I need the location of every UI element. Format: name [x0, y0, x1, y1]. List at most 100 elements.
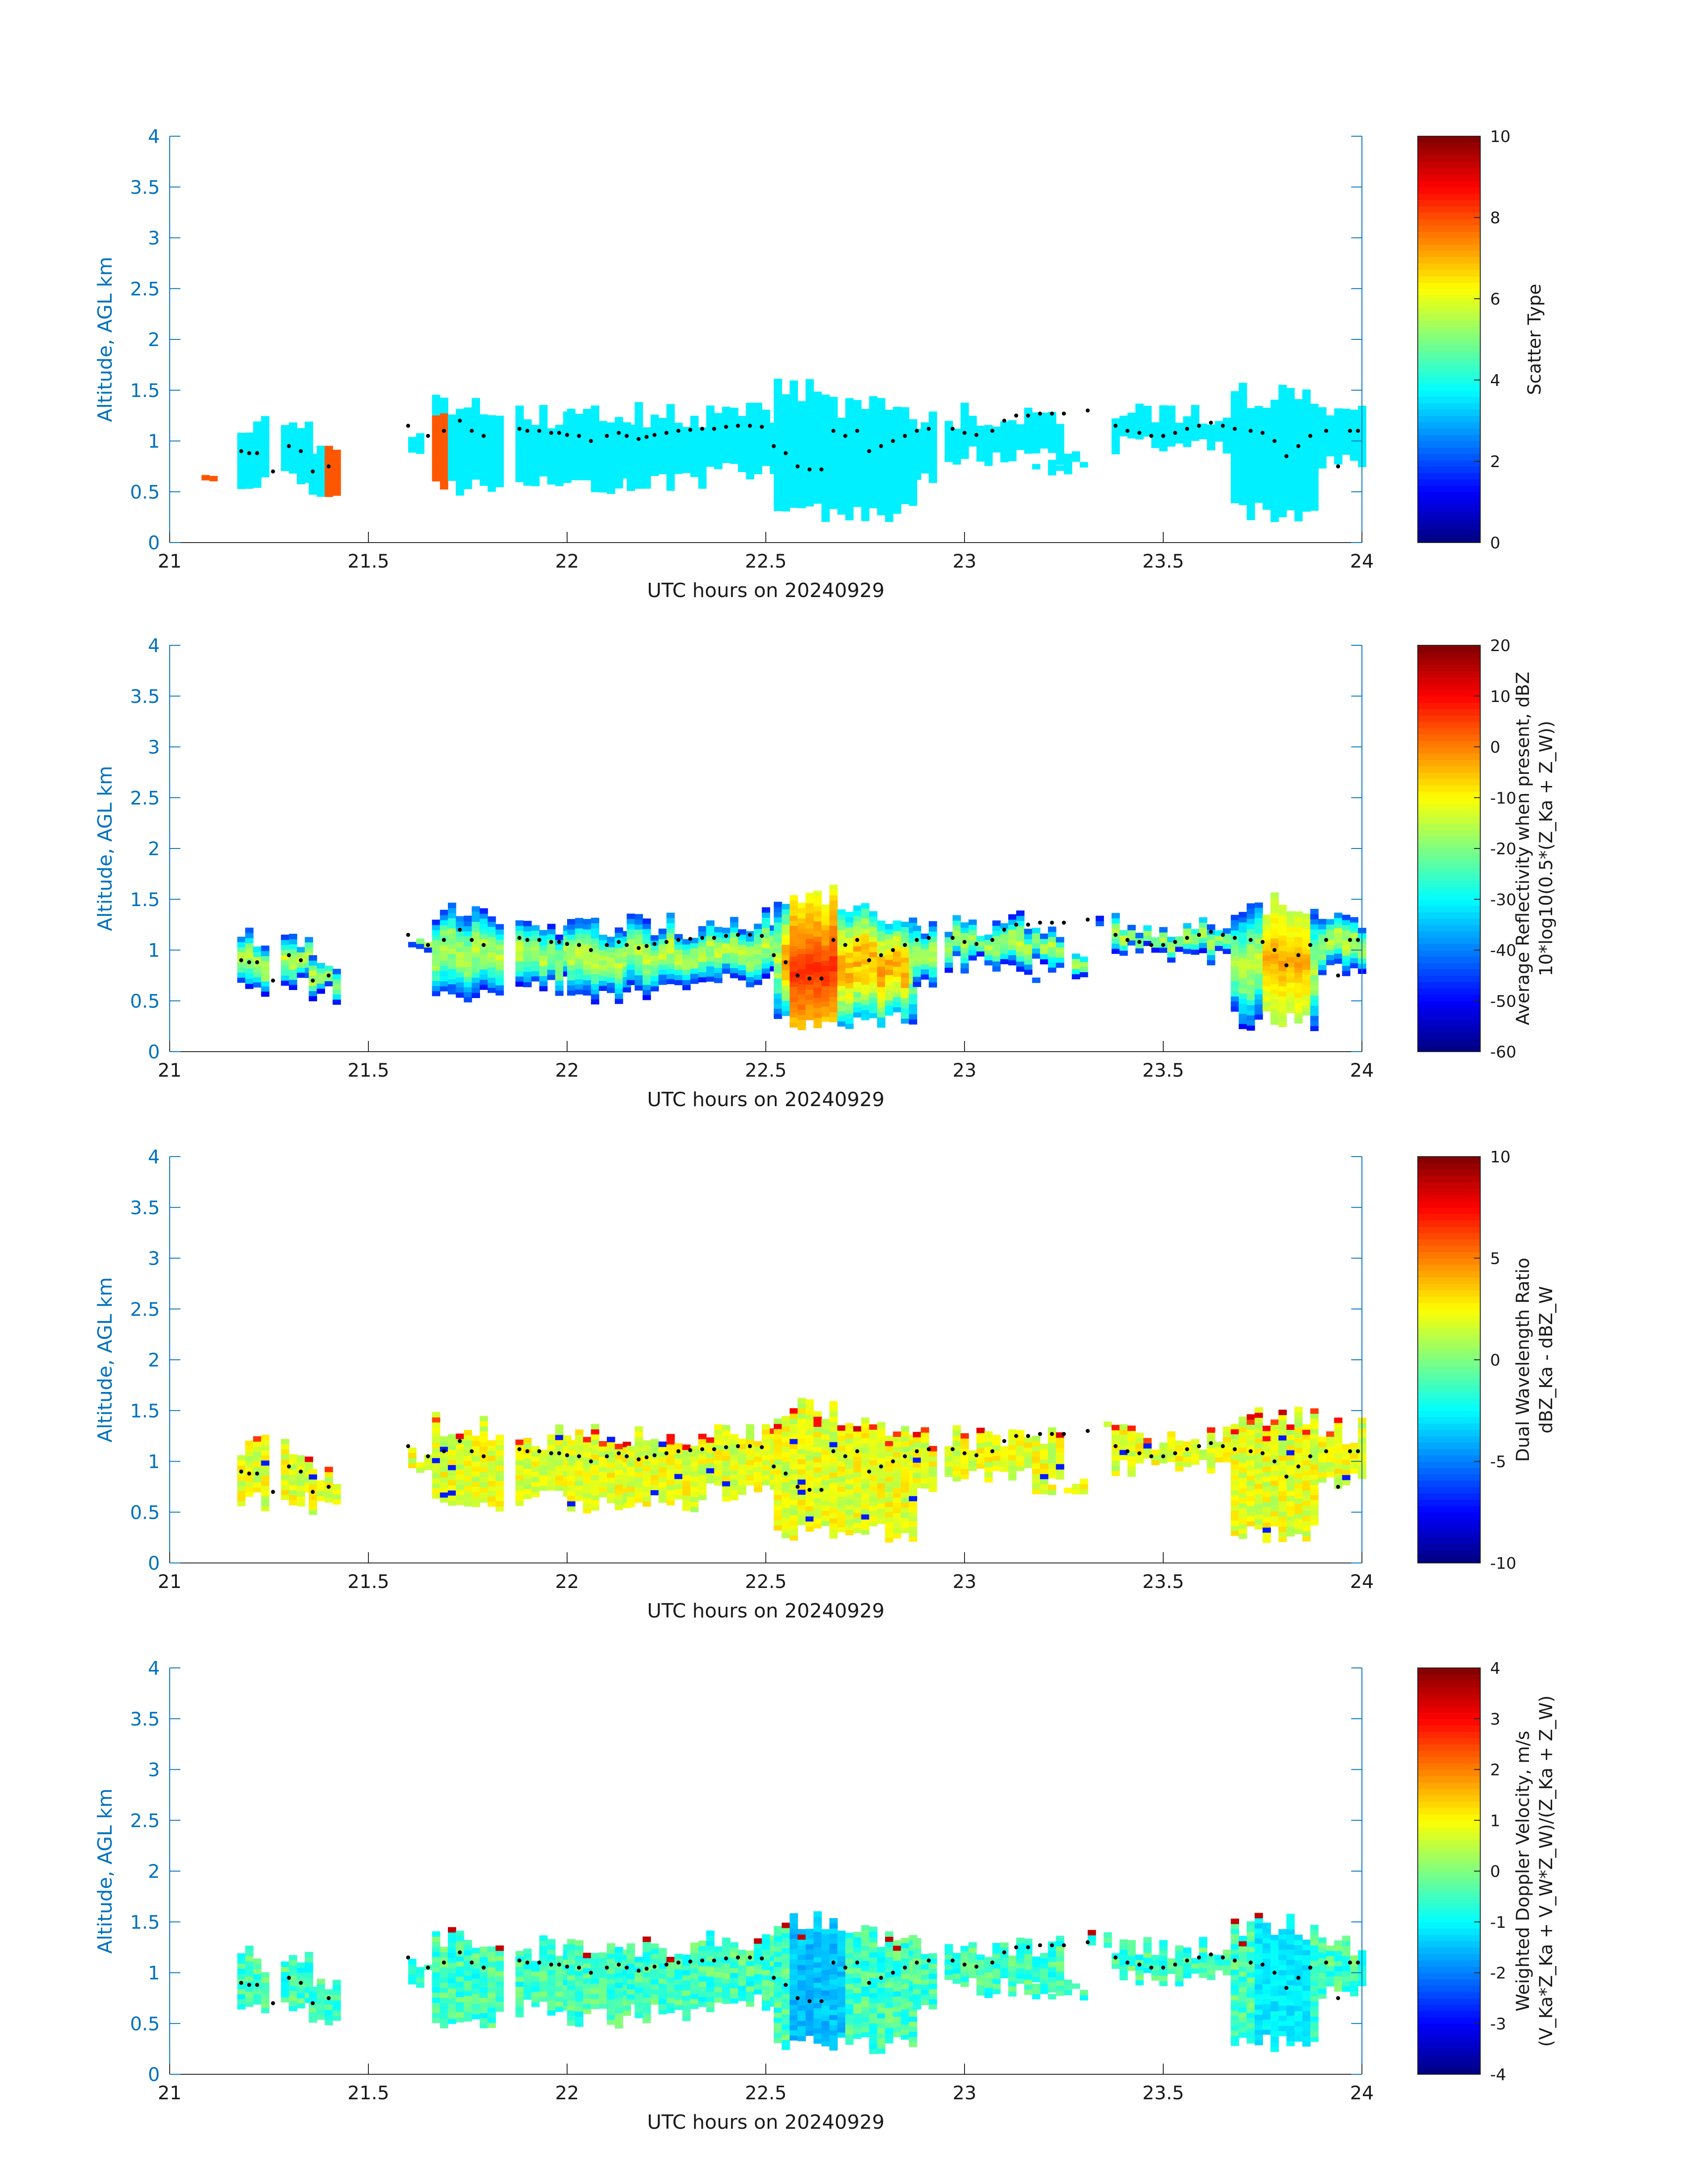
- heatmap-cell: [575, 464, 584, 470]
- heatmap-cell: [432, 1442, 440, 1448]
- heatmap-cell: [869, 1516, 877, 1521]
- colorbar-swatch: [1418, 523, 1480, 531]
- colorbar-tick-label: -40: [1490, 942, 1516, 960]
- heatmap-cell: [754, 408, 762, 414]
- heatmap-cell: [853, 1441, 862, 1447]
- heatmap-cell: [837, 458, 846, 464]
- heatmap-cell: [869, 1521, 877, 1526]
- heatmap-cell: [861, 903, 870, 909]
- heatmap-cell: [448, 974, 456, 979]
- heatmap-cell: [829, 437, 838, 443]
- heatmap-cell: [555, 955, 564, 961]
- heatmap-cell: [472, 942, 480, 948]
- heatmap-cell: [813, 952, 822, 957]
- heatmap-cell: [515, 951, 524, 957]
- heatmap-cell: [591, 943, 599, 949]
- heatmap-cell: [909, 1536, 917, 1542]
- heatmap-cell: [296, 464, 305, 469]
- heatmap-cell: [599, 1487, 607, 1492]
- heatmap-cell: [1326, 420, 1335, 426]
- heatmap-cell: [746, 448, 755, 454]
- heatmap-cell: [464, 1471, 472, 1476]
- heatmap-cell: [432, 1458, 440, 1463]
- heatmap-cell: [893, 1442, 902, 1447]
- heatmap-cell: [643, 954, 651, 960]
- heatmap-cell: [798, 1433, 806, 1439]
- heatmap-cell: [1231, 437, 1239, 443]
- heatmap-cell: [861, 409, 870, 414]
- heatmap-cell: [555, 481, 564, 486]
- heatmap-cell: [1270, 984, 1279, 990]
- heatmap-cell: [821, 400, 830, 405]
- heatmap-cell: [901, 1517, 910, 1523]
- heatmap-cell: [730, 942, 739, 948]
- heatmap-cell: [643, 473, 651, 479]
- heatmap-cell: [1159, 932, 1168, 938]
- heatmap-cell: [325, 451, 333, 456]
- heatmap-cell: [829, 1492, 838, 1498]
- heatmap-cell: [1119, 1424, 1128, 1430]
- heatmap-cell: [1048, 1462, 1057, 1468]
- heatmap-cell: [539, 976, 548, 982]
- heatmap-cell: [773, 1520, 782, 1526]
- heatmap-cell: [666, 943, 675, 949]
- heatmap-cell: [1175, 422, 1184, 429]
- heatmap-cell: [245, 978, 254, 984]
- heatmap-cell: [1239, 474, 1247, 480]
- heatmap-cell: [1032, 1473, 1040, 1479]
- heatmap-cell: [1239, 484, 1247, 490]
- heatmap-cell: [1119, 1434, 1128, 1440]
- heatmap-cell: [837, 924, 846, 930]
- heatmap-cell: [643, 443, 651, 448]
- heatmap-cell: [614, 1504, 623, 1510]
- heatmap-cell: [913, 444, 921, 450]
- heatmap-cell: [829, 1406, 838, 1412]
- colorbar-swatch: [1418, 403, 1480, 410]
- cloud-base-point: [736, 423, 740, 428]
- heatmap-cell: [921, 974, 929, 980]
- heatmap-cell: [1302, 415, 1311, 421]
- heatmap-cell: [893, 493, 902, 499]
- heatmap-cell: [869, 437, 877, 443]
- heatmap-cell: [325, 976, 333, 982]
- colorbar-swatch: [1418, 734, 1480, 741]
- heatmap-cell: [813, 498, 822, 504]
- cloud-base-point: [458, 928, 462, 932]
- heatmap-cell: [706, 446, 715, 452]
- heatmap-cell: [821, 915, 830, 920]
- heatmap-cell: [960, 932, 969, 938]
- cloud-base-point: [891, 439, 895, 443]
- heatmap-cell: [909, 1521, 917, 1527]
- heatmap-cell: [539, 1460, 548, 1466]
- heatmap-cell: [1246, 999, 1255, 1006]
- heatmap-cell: [885, 1501, 894, 1507]
- heatmap-cell: [806, 908, 814, 914]
- heatmap-cell: [289, 1454, 297, 1460]
- heatmap-cell: [555, 965, 564, 971]
- heatmap-cell: [690, 446, 699, 452]
- heatmap-cell: [1016, 1460, 1025, 1466]
- heatmap-cell: [781, 975, 790, 981]
- heatmap-cell: [583, 1452, 592, 1458]
- heatmap-cell: [1318, 929, 1327, 935]
- heatmap-cell: [1239, 443, 1247, 449]
- heatmap-cell: [706, 945, 715, 952]
- heatmap-cell: [698, 957, 707, 962]
- heatmap-cell: [455, 1500, 464, 1505]
- heatmap-cell: [1294, 998, 1303, 1003]
- heatmap-cell: [698, 966, 707, 972]
- cloud-base-point: [239, 958, 243, 962]
- heatmap-cell: [821, 409, 830, 415]
- heatmap-cell: [861, 1478, 870, 1484]
- heatmap-cell: [547, 944, 556, 950]
- heatmap-cell: [901, 1477, 910, 1483]
- heatmap-cell: [781, 455, 790, 461]
- heatmap-cell: [575, 953, 584, 959]
- heatmap-cell: [1278, 935, 1287, 941]
- x-tick-label: 22.5: [745, 550, 787, 572]
- heatmap-cell: [1032, 443, 1040, 448]
- heatmap-cell: [1310, 409, 1319, 414]
- heatmap-cell: [746, 443, 755, 449]
- heatmap-cell: [813, 397, 822, 402]
- heatmap-cell: [281, 430, 289, 436]
